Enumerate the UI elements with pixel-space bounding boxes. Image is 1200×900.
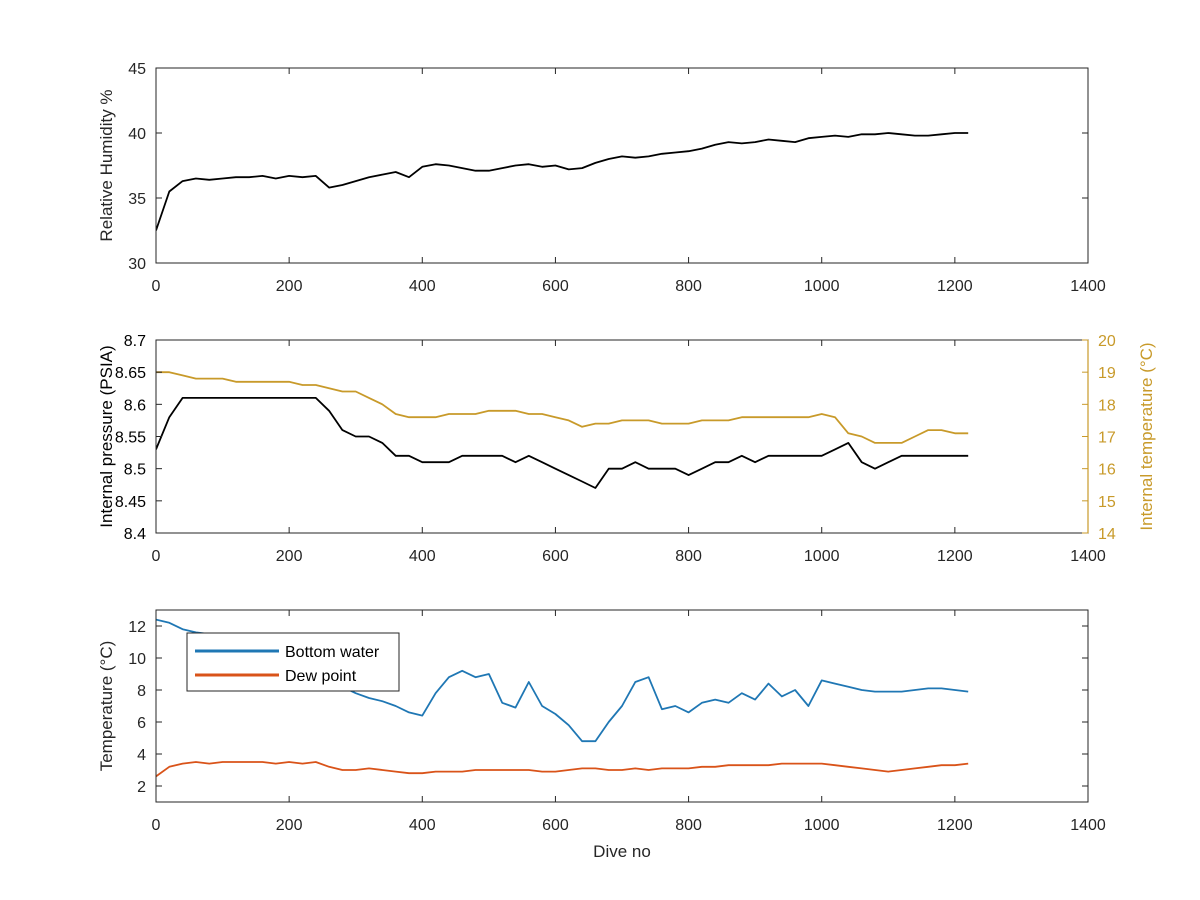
x-tick-label: 400 — [409, 817, 436, 834]
x-tick-label: 200 — [276, 817, 303, 834]
y-tick-label-right: 14 — [1098, 526, 1116, 543]
x-tick-label: 1000 — [804, 278, 840, 295]
pressure-series-layer — [156, 371, 969, 489]
y-tick-label: 8.4 — [124, 526, 146, 543]
humidity-series-layer — [156, 132, 969, 231]
x-tick-label: 0 — [152, 817, 161, 834]
dew-point-line — [156, 761, 969, 778]
x-tick-label: 400 — [409, 548, 436, 565]
x-tick-label: 1000 — [804, 817, 840, 834]
pressure-y-axis-label: Internal pressure (PSIA) — [97, 345, 116, 527]
pressure-x-ticks: 0 200 400 600 800 1000 1200 1400 — [152, 340, 1106, 565]
y-tick-label: 4 — [137, 747, 146, 764]
temperature-y-ticks: 2 4 6 8 10 12 — [128, 619, 1088, 796]
y-tick-label: 35 — [128, 191, 146, 208]
y-tick-label: 8.45 — [115, 494, 146, 511]
internal-temperature-y-ticks: 14 15 16 17 18 19 20 — [1082, 333, 1116, 543]
x-tick-label: 400 — [409, 278, 436, 295]
pressure-series-2-line — [156, 371, 969, 444]
y-tick-label: 8 — [137, 683, 146, 700]
y-tick-label-right: 18 — [1098, 397, 1116, 414]
y-tick-label: 30 — [128, 256, 146, 273]
y-tick-label-right: 16 — [1098, 462, 1116, 479]
humidity-panel: 0 200 400 600 800 1000 1200 1400 30 35 40 45 Relat… — [97, 61, 1106, 295]
legend-label: Bottom water — [285, 644, 380, 661]
y-tick-label-right: 15 — [1098, 494, 1116, 511]
y-tick-label: 40 — [128, 126, 146, 143]
x-tick-label: 200 — [276, 548, 303, 565]
x-tick-label: 800 — [675, 278, 702, 295]
humidity-y-ticks: 30 35 40 45 — [128, 61, 1088, 273]
pressure-y-ticks: 8.4 8.45 8.5 8.55 8.6 8.65 8.7 — [115, 333, 162, 543]
y-tick-label: 8.7 — [124, 333, 146, 350]
internal-temperature-y-axis-label: Internal temperature (°C) — [1137, 342, 1156, 530]
x-tick-label: 1000 — [804, 548, 840, 565]
temperature-legend: Bottom water Dew point — [186, 632, 400, 692]
x-tick-label: 800 — [675, 817, 702, 834]
y-tick-label: 45 — [128, 61, 146, 78]
legend-label: Dew point — [285, 668, 357, 685]
humidity-x-ticks: 0 200 400 600 800 1000 1200 1400 — [152, 68, 1106, 295]
y-tick-label: 10 — [128, 651, 146, 668]
legend-box — [186, 632, 400, 692]
pressure-series-1-line — [156, 397, 969, 489]
temperature-plot-frame — [155, 609, 1089, 803]
x-tick-label: 1400 — [1070, 548, 1106, 565]
y-tick-label-right: 19 — [1098, 365, 1116, 382]
x-tick-label: 200 — [276, 278, 303, 295]
x-tick-label: 800 — [675, 548, 702, 565]
temperature-y-axis-label: Temperature (°C) — [97, 641, 116, 772]
x-tick-label: 600 — [542, 278, 569, 295]
temperature-x-ticks: 0 200 400 600 800 1000 1200 1400 — [152, 610, 1106, 834]
x-tick-label: 0 — [152, 278, 161, 295]
y-tick-label: 8.5 — [124, 462, 146, 479]
y-tick-label: 8.65 — [115, 365, 146, 382]
x-tick-label: 600 — [542, 817, 569, 834]
x-tick-label: 1400 — [1070, 817, 1106, 834]
y-tick-label: 8.6 — [124, 397, 146, 414]
x-tick-label: 0 — [152, 548, 161, 565]
temperature-panel: Bottom water Dew point 0 200 400 600 800 1000 1… — [97, 609, 1106, 861]
x-tick-label: 1200 — [937, 278, 973, 295]
y-tick-label: 2 — [137, 779, 146, 796]
humidity-y-axis-label: Relative Humidity % — [97, 89, 116, 241]
y-tick-label: 8.55 — [115, 430, 146, 447]
y-tick-label: 12 — [128, 619, 146, 636]
humidity-plot-frame — [155, 67, 1089, 264]
y-tick-label-right: 20 — [1098, 333, 1116, 350]
humidity-series-1-line — [156, 132, 969, 231]
dive-no-x-axis-label: Dive no — [593, 842, 651, 861]
x-tick-label: 1400 — [1070, 278, 1106, 295]
x-tick-label: 1200 — [937, 548, 973, 565]
y-tick-label-right: 17 — [1098, 430, 1116, 447]
x-tick-label: 600 — [542, 548, 569, 565]
x-tick-label: 1200 — [937, 817, 973, 834]
y-tick-label: 6 — [137, 715, 146, 732]
pressure-temperature-panel: 0 200 400 600 800 1000 1200 1400 8.4 8.45 8.5 8.55… — [97, 333, 1156, 565]
